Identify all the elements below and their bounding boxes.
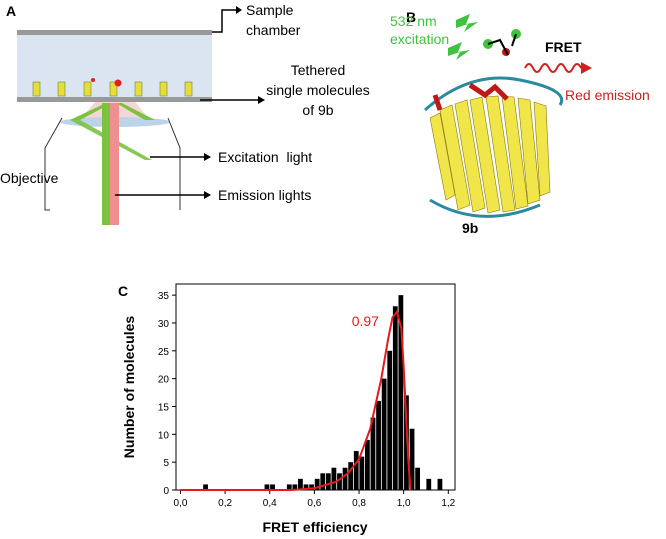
bar: [359, 456, 365, 490]
label: Excitation light: [218, 149, 312, 165]
y-tick-label: 30: [158, 319, 170, 330]
arrow-head: [204, 153, 211, 161]
panel-b: B 532 nm excitation FRET Red emission 9b: [390, 9, 650, 236]
arrow-head: [258, 96, 265, 104]
bar: [264, 484, 270, 490]
label: Objective: [0, 170, 59, 186]
annotation: 0.97: [352, 313, 379, 329]
x-tick-label: 0,4: [263, 498, 277, 509]
bar: [342, 467, 348, 490]
label: 9b: [462, 220, 478, 236]
y-tick-label: 5: [163, 458, 169, 469]
fluorophores: [448, 14, 521, 60]
bracket: [44, 180, 50, 211]
arrow-head: [581, 62, 592, 74]
bar: [203, 484, 208, 490]
panel-label: A: [6, 3, 16, 19]
bar: [298, 478, 303, 490]
y-tick-label: 15: [158, 402, 170, 413]
x-axis-label: FRET efficiency: [262, 519, 367, 535]
x-tick-label: 1,0: [397, 498, 411, 509]
arrow-head: [236, 6, 242, 14]
label: FRET: [545, 39, 582, 55]
y-tick-label: 20: [158, 375, 170, 386]
y-tick-label: 10: [158, 430, 170, 441]
bar: [392, 306, 398, 490]
bar: [325, 473, 331, 490]
arrow-head: [204, 191, 211, 199]
label: Red emission: [565, 87, 650, 103]
histogram-panel: C FRET efficiency Number of molecules 0 5…: [118, 283, 456, 535]
label: excitation: [390, 31, 449, 47]
panel-label: C: [118, 283, 128, 299]
fit-curve: [180, 309, 412, 491]
protein: [424, 76, 564, 218]
bar: [370, 417, 376, 490]
bar: [426, 478, 432, 490]
x-tick-label: 0,2: [218, 498, 232, 509]
bar: [314, 478, 320, 490]
label: Emission lights: [218, 187, 311, 203]
excitation-beam: [70, 103, 112, 120]
label: 532 nm: [390, 13, 437, 29]
bar: [331, 467, 337, 490]
arrow: [212, 9, 236, 33]
label: chamber: [246, 22, 301, 38]
bottom-plate: [17, 97, 212, 102]
y-tick-label: 25: [158, 347, 170, 358]
objective: [44, 117, 63, 210]
bar: [376, 400, 381, 490]
bar: [337, 473, 342, 490]
bar: [292, 484, 298, 490]
x-tick-label: 0,6: [307, 498, 321, 509]
bar: [365, 439, 370, 490]
bar: [409, 428, 415, 490]
x-tick-label: 0,0: [174, 498, 188, 509]
emission-beam: [110, 103, 119, 225]
bar: [270, 484, 275, 490]
bar: [415, 467, 421, 490]
label: single molecules: [266, 82, 370, 98]
bar: [381, 378, 387, 490]
objective: [167, 117, 181, 210]
emission-wave: [524, 63, 582, 73]
bar: [353, 451, 359, 490]
bar: [303, 484, 309, 490]
label: Tethered: [291, 62, 345, 78]
bar: [309, 484, 314, 490]
x-tick-label: 1,2: [441, 498, 455, 509]
top-plate: [17, 30, 212, 35]
excitation-beam: [102, 103, 110, 225]
bar: [286, 484, 292, 490]
y-tick-label: 35: [158, 291, 170, 302]
y-axis-label: Number of molecules: [121, 316, 137, 459]
bar: [398, 295, 404, 490]
molecules: [32, 78, 193, 97]
x-tick-label: 0,8: [352, 498, 366, 509]
panel-a: A Sample chamber Tethered single molecul…: [0, 2, 370, 225]
bar: [320, 473, 326, 490]
label: Sample: [246, 2, 294, 18]
y-tick-label: 0: [163, 486, 169, 497]
bar: [387, 350, 393, 490]
excitation-beam: [116, 103, 155, 120]
bar: [348, 462, 354, 490]
bar: [437, 478, 443, 490]
panel-label: B: [406, 9, 416, 25]
label: of 9b: [302, 102, 333, 118]
